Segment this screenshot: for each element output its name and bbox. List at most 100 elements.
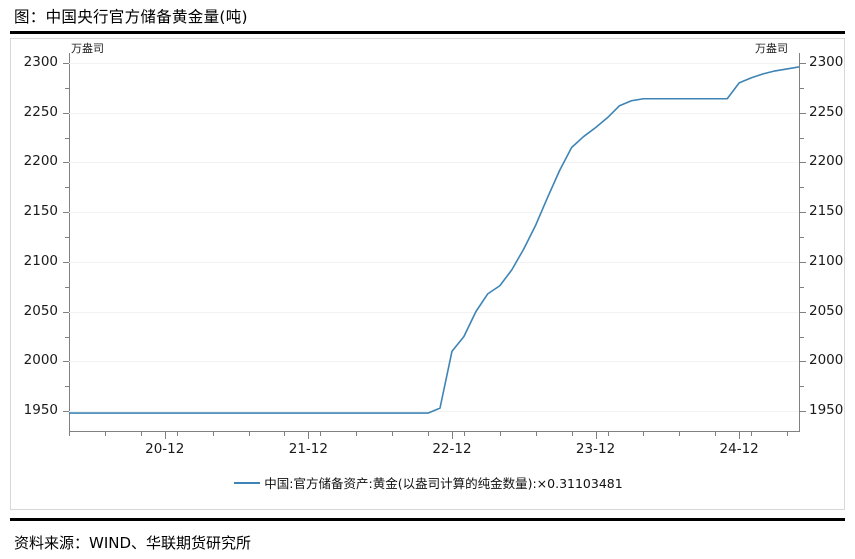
y-tick-major — [63, 212, 69, 214]
y-tick-minor — [800, 386, 804, 388]
page-title: 图：中国央行官方储备黄金量(吨) — [14, 8, 248, 26]
y-axis-unit-left: 万盎司 — [71, 42, 104, 55]
chart-container: 万盎司 万盎司 中国:官方储备资产:黄金(以盎司计算的纯金数量):×0.3110… — [10, 38, 845, 510]
x-tick-major — [164, 432, 166, 439]
y-axis-label-right: 2200 — [809, 153, 844, 170]
gridline — [69, 112, 799, 114]
y-tick-major — [63, 162, 69, 164]
y-tick-minor — [65, 187, 69, 189]
y-axis-label-right: 2300 — [809, 53, 844, 70]
y-tick-major — [800, 112, 806, 114]
y-tick-major — [800, 361, 806, 363]
chart-legend: 中国:官方储备资产:黄金(以盎司计算的纯金数量):×0.31103481 — [11, 473, 846, 492]
x-tick-minor — [787, 432, 789, 436]
gridline — [69, 411, 799, 413]
y-axis-label-right: 2000 — [809, 352, 844, 369]
x-axis-label: 20-12 — [145, 441, 185, 457]
y-tick-minor — [800, 137, 804, 139]
y-tick-major — [800, 411, 806, 413]
y-axis-label-left: 2300 — [23, 53, 58, 70]
gridline — [69, 261, 799, 263]
x-tick-minor — [140, 432, 142, 436]
x-tick-minor — [571, 432, 573, 436]
plot-area — [69, 53, 799, 431]
x-tick-minor — [499, 432, 501, 436]
y-tick-minor — [65, 237, 69, 239]
y-tick-major — [800, 62, 806, 64]
y-axis-unit-right: 万盎司 — [755, 42, 788, 55]
x-tick-minor — [356, 432, 358, 436]
x-tick-major — [451, 432, 453, 439]
y-tick-minor — [65, 336, 69, 338]
y-axis-label-right: 2250 — [809, 103, 844, 120]
x-tick-minor — [751, 432, 753, 436]
x-tick-minor — [463, 432, 465, 436]
y-tick-minor — [800, 87, 804, 89]
y-axis-label-right: 1950 — [809, 402, 844, 419]
y-axis-label-left: 2100 — [23, 252, 58, 269]
y-tick-major — [63, 311, 69, 313]
source-note: 资料来源：WIND、华联期货研究所 — [14, 534, 252, 552]
gridline — [69, 162, 799, 164]
x-tick-major — [739, 432, 741, 439]
y-tick-major — [800, 212, 806, 214]
y-axis-label-left: 1950 — [23, 402, 58, 419]
x-tick-minor — [69, 432, 70, 436]
series-line-chart — [69, 66, 799, 414]
x-tick-minor — [607, 432, 609, 436]
y-tick-minor — [800, 286, 804, 288]
y-axis-label-left: 2000 — [23, 352, 58, 369]
x-tick-minor — [176, 432, 178, 436]
legend-color-swatch — [234, 481, 261, 484]
y-axis-label-left: 2250 — [23, 103, 58, 120]
x-tick-minor — [428, 432, 430, 436]
y-axis-label-left: 2150 — [23, 203, 58, 220]
y-axis-label-right: 2150 — [809, 203, 844, 220]
y-tick-minor — [65, 137, 69, 139]
y-axis-right-line — [799, 53, 800, 431]
title-divider — [10, 31, 845, 34]
x-tick-minor — [715, 432, 717, 436]
x-tick-minor — [104, 432, 106, 436]
y-tick-major — [800, 261, 806, 263]
x-tick-major — [308, 432, 310, 439]
x-axis-label: 23-12 — [575, 441, 616, 457]
gridline — [69, 311, 799, 313]
series-line-china-gold-reserve — [69, 66, 799, 414]
y-tick-major — [63, 411, 69, 413]
gridline — [69, 212, 799, 214]
y-axis-left-line — [69, 53, 70, 431]
y-axis-label-left: 2050 — [23, 302, 58, 319]
x-axis-label: 24-12 — [719, 441, 759, 457]
x-tick-minor — [392, 432, 394, 436]
x-tick-minor — [320, 432, 322, 436]
x-tick-minor — [248, 432, 250, 436]
x-tick-minor — [679, 432, 681, 436]
y-axis-label-left: 2200 — [23, 153, 58, 170]
y-axis-label-right: 2050 — [809, 302, 844, 319]
y-tick-major — [800, 162, 806, 164]
gridline — [69, 361, 799, 363]
y-tick-minor — [800, 187, 804, 189]
y-tick-minor — [65, 286, 69, 288]
y-tick-minor — [800, 336, 804, 338]
y-axis-label-right: 2100 — [809, 252, 844, 269]
x-tick-minor — [284, 432, 286, 436]
y-tick-major — [63, 62, 69, 64]
y-tick-minor — [65, 386, 69, 388]
y-tick-minor — [65, 87, 69, 89]
footer-divider — [10, 518, 845, 521]
x-tick-major — [595, 432, 597, 439]
title-block: 图：中国央行官方储备黄金量(吨) — [0, 0, 855, 34]
y-tick-minor — [800, 237, 804, 239]
y-tick-major — [63, 361, 69, 363]
x-tick-minor — [643, 432, 645, 436]
x-tick-minor — [212, 432, 214, 436]
x-axis-line — [69, 431, 800, 432]
gridline — [69, 62, 799, 64]
x-tick-minor — [535, 432, 537, 436]
legend-label: 中国:官方储备资产:黄金(以盎司计算的纯金数量):×0.31103481 — [264, 476, 623, 491]
y-tick-major — [800, 311, 806, 313]
y-tick-major — [63, 112, 69, 114]
x-axis-label: 21-12 — [288, 441, 328, 457]
